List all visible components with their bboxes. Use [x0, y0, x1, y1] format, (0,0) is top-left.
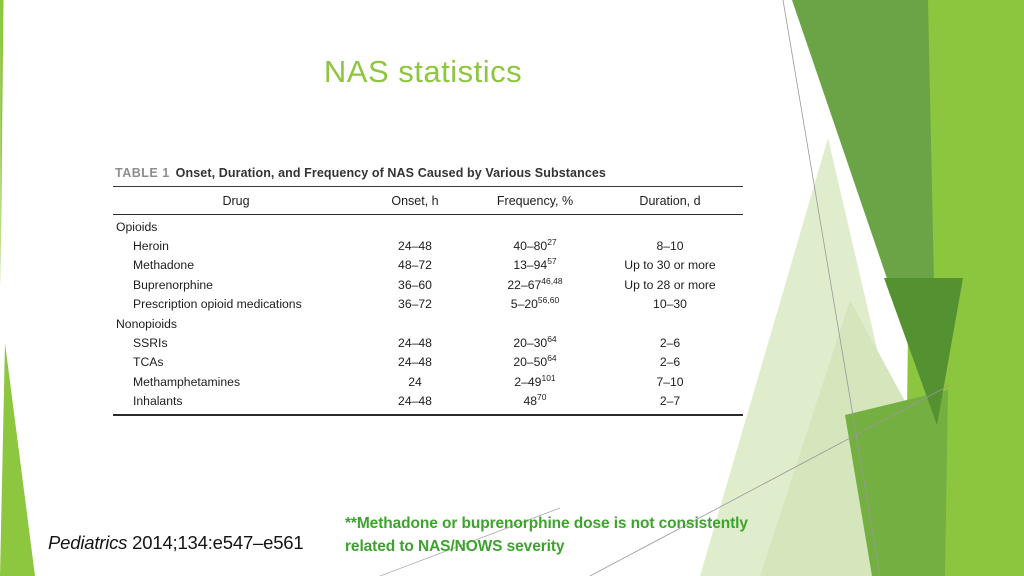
reference-superscript: 70	[537, 392, 547, 403]
journal-table: TABLE 1 Onset, Duration, and Frequency of…	[113, 164, 743, 416]
cell-duration: 10–30	[653, 297, 687, 312]
column-header-frequency: Frequency, %	[496, 193, 574, 208]
table-label: TABLE 1	[115, 166, 170, 180]
cell-duration: 2–7	[659, 394, 681, 409]
thin-diagonal-line-1	[782, 0, 881, 576]
cell-drug: Opioids	[116, 219, 158, 234]
table-header-row: Drug Onset, h Frequency, % Duration, d	[113, 187, 743, 215]
cell-drug: TCAs	[133, 355, 164, 370]
cell-frequency: 22–6746,48	[507, 275, 563, 292]
annotation-note: **Methadone or buprenorphine dose is not…	[345, 515, 748, 555]
table-row: Inhalants 24–48 4870 2–7	[113, 392, 743, 411]
table-row: Nonopioids	[113, 314, 743, 333]
cell-drug: Heroin	[133, 239, 169, 254]
cell-frequency: 20–3064	[513, 333, 557, 351]
table-row: Methadone 48–72 13–9457 Up to 30 or more	[113, 256, 743, 275]
column-header-drug: Drug	[222, 193, 250, 208]
cell-onset: 36–60	[398, 277, 432, 292]
cell-drug: Inhalants	[133, 394, 183, 409]
cell-drug: SSRIs	[133, 336, 168, 351]
citation: Pediatrics 2014;134:e547–e561	[48, 532, 304, 554]
left-bottom-wedge-triangle	[0, 343, 35, 576]
cell-drug: Nonopioids	[116, 316, 177, 331]
table-row: Heroin 24–48 40–8027 8–10	[113, 236, 743, 255]
table-row: Prescription opioid medications 36–72 5–20…	[113, 295, 743, 314]
cell-drug: Methadone	[133, 258, 194, 273]
cell-onset: 24	[408, 374, 422, 389]
cell-onset: 24–48	[398, 355, 432, 370]
cell-duration: 2–6	[659, 336, 681, 351]
reference-superscript: 27	[547, 237, 557, 248]
cell-frequency: 5–2056,60	[510, 295, 560, 312]
cell-frequency: 4870	[523, 392, 547, 409]
cell-onset: 24–48	[398, 239, 432, 254]
cell-frequency: 40–8027	[513, 237, 557, 254]
column-header-duration: Duration, d	[639, 193, 701, 208]
medium-green-triangle	[845, 390, 948, 576]
thin-diagonal-line-3	[379, 507, 561, 576]
cell-frequency: 13–9457	[513, 256, 557, 273]
table-row: Methamphetamines 24 2–49101 7–10	[113, 372, 743, 391]
slide-title: NAS statistics	[323, 54, 523, 89]
cell-drug: Prescription opioid medications	[133, 297, 302, 312]
reference-superscript: 46,48	[541, 275, 563, 286]
cell-duration: 2–6	[659, 355, 681, 370]
cell-duration: Up to 30 or more	[624, 258, 716, 273]
cell-duration: Up to 28 or more	[624, 277, 716, 292]
cell-frequency: 20–5064	[513, 353, 557, 370]
column-header-onset: Onset, h	[391, 193, 439, 208]
reference-superscript: 57	[547, 256, 557, 267]
cell-drug: Methamphetamines	[133, 374, 241, 389]
cell-duration: 8–10	[656, 239, 684, 254]
reference-superscript: 64	[547, 353, 557, 364]
table-caption: Onset, Duration, and Frequency of NAS Ca…	[175, 166, 606, 180]
reference-superscript: 101	[541, 372, 556, 383]
cell-onset: 36–72	[398, 297, 432, 312]
cell-duration: 7–10	[656, 374, 684, 389]
thin-diagonal-line-2	[589, 384, 951, 576]
cell-onset: 24–48	[398, 394, 432, 409]
table-row: Buprenorphine 36–60 22–6746,48 Up to 28 or …	[113, 275, 743, 294]
cell-drug: Buprenorphine	[133, 277, 213, 292]
citation-rest: 2014;134:e547–e561	[127, 532, 304, 553]
table-caption-row: TABLE 1 Onset, Duration, and Frequency of…	[113, 164, 743, 187]
cell-frequency: 2–49101	[514, 372, 556, 389]
table-row: SSRIs 24–48 20–3064 2–6	[113, 333, 743, 352]
table-row: TCAs 24–48 20–5064 2–6	[113, 353, 743, 372]
table-body: Opioids Heroin 24–48 40–8027 8–10 Methadone 48…	[113, 215, 743, 416]
cell-onset: 24–48	[398, 336, 432, 351]
table-row: Opioids	[113, 217, 743, 236]
cell-onset: 48–72	[398, 258, 432, 273]
left-top-sliver-triangle	[0, 0, 4, 290]
reference-superscript: 56,60	[537, 295, 560, 306]
citation-journal: Pediatrics	[48, 532, 128, 553]
reference-superscript: 64	[547, 333, 557, 344]
